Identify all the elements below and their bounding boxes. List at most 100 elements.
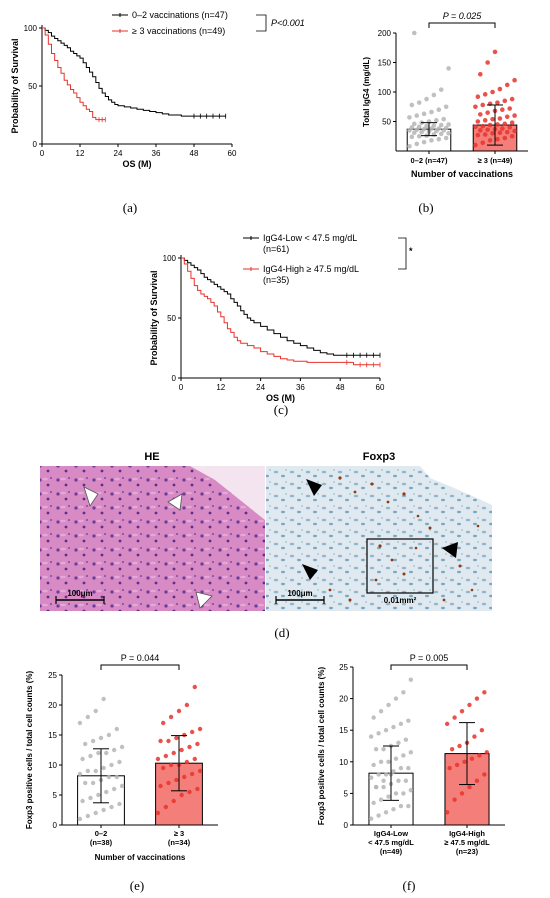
data-point xyxy=(98,735,104,741)
data-point xyxy=(444,721,450,727)
legend-label: IgG4-Low < 47.5 mg/dL xyxy=(263,233,357,243)
data-point xyxy=(509,133,515,139)
legend-label: (n=61) xyxy=(263,244,289,254)
data-point xyxy=(416,124,422,130)
data-point xyxy=(192,684,197,690)
data-point xyxy=(171,750,176,756)
data-point xyxy=(93,810,98,816)
data-point xyxy=(406,718,411,723)
panel-label-a: (a) xyxy=(123,200,137,215)
data-point xyxy=(368,816,374,821)
foxp3-bright-area xyxy=(420,466,492,505)
data-point xyxy=(475,132,481,138)
data-point xyxy=(459,709,465,714)
data-point xyxy=(376,813,381,818)
igg4-bar-chart-b: 50 100 150 200 0–2 (n=47) ≥ 3 (n=49) P = 0.025… xyxy=(362,11,528,179)
data-point xyxy=(83,741,88,747)
data-point xyxy=(409,134,415,140)
data-point xyxy=(158,783,163,789)
data-point xyxy=(490,116,495,122)
data-point xyxy=(512,128,517,134)
data-point xyxy=(114,726,119,732)
category-label: ≥ 3 (n=34) xyxy=(168,829,191,847)
data-point xyxy=(386,794,391,799)
foxp3-title: Foxp3 xyxy=(363,451,395,463)
data-point xyxy=(477,72,483,77)
y-tick-label: 25 xyxy=(48,671,57,680)
x-tick-label: 60 xyxy=(228,149,237,158)
significance-bracket xyxy=(428,22,496,28)
data-point xyxy=(396,740,401,746)
data-point xyxy=(482,772,487,777)
data-point xyxy=(408,677,414,682)
arrowhead-icon xyxy=(306,479,322,496)
data-point xyxy=(401,690,406,695)
data-point xyxy=(475,94,481,100)
data-point xyxy=(475,119,481,124)
survival-chart-a: 0 12 24 36 48 60 0 50 100 OS (M) Probability of Su… xyxy=(10,10,305,169)
data-point xyxy=(114,774,119,780)
data-point xyxy=(88,795,93,801)
data-point xyxy=(393,791,399,796)
data-point xyxy=(438,87,444,92)
data-point xyxy=(401,753,406,758)
data-point xyxy=(187,789,192,795)
data-point xyxy=(101,807,106,813)
data-point xyxy=(381,784,386,790)
data-point xyxy=(504,114,510,120)
data-point xyxy=(166,738,171,744)
data-point xyxy=(373,784,379,790)
data-point xyxy=(391,769,396,774)
data-point xyxy=(447,765,452,771)
panel-label-c: (c) xyxy=(274,402,288,417)
arrowhead-icon xyxy=(302,564,318,580)
data-point xyxy=(467,702,472,708)
category-label-line: 0–2 (n=47) xyxy=(411,156,448,165)
data-point xyxy=(406,765,411,771)
data-point xyxy=(409,102,415,108)
arrowhead-icon xyxy=(442,542,458,558)
x-axis-title: Number of vaccinations xyxy=(95,853,186,862)
category-label-line: IgG4-High xyxy=(449,829,485,838)
y-axis-title: Foxp3 positive cells / total cell counts… xyxy=(25,671,34,830)
y-tick-label: 20 xyxy=(339,695,348,704)
data-point xyxy=(490,89,495,95)
data-point xyxy=(401,791,406,796)
p-value-label: P = 0.044 xyxy=(121,653,160,663)
arrowhead-icon xyxy=(167,493,183,511)
survival-curve-series-0 xyxy=(42,27,226,117)
y-tick-label: 5 xyxy=(344,789,349,798)
panel-label-d: (d) xyxy=(274,625,289,640)
data-point xyxy=(161,765,166,771)
data-point xyxy=(368,775,374,780)
data-point xyxy=(424,96,429,102)
legend-label: 0–2 vaccinations (n=47) xyxy=(132,10,228,20)
data-point xyxy=(512,77,517,83)
y-tick-label: 100 xyxy=(378,88,392,97)
legend-label: ≥ 3 vaccinations (n=49) xyxy=(132,26,225,36)
category-label: 0–2 (n=47) xyxy=(411,156,448,165)
data-point xyxy=(482,118,488,123)
data-point xyxy=(171,798,176,804)
data-point xyxy=(117,801,122,807)
data-point xyxy=(187,744,192,750)
y-axis-title: Probability of Survival xyxy=(149,270,159,365)
data-point xyxy=(106,732,112,738)
data-point xyxy=(492,49,498,55)
data-point xyxy=(473,142,478,148)
data-point xyxy=(495,100,500,105)
significance-bracket xyxy=(256,14,267,32)
data-point xyxy=(161,720,166,726)
data-point xyxy=(490,131,495,136)
p-value-label: P = 0.005 xyxy=(410,653,449,663)
data-point xyxy=(485,127,490,133)
data-point xyxy=(431,123,437,128)
x-tick-label: 36 xyxy=(296,383,305,392)
data-point xyxy=(459,791,465,796)
data-point xyxy=(434,118,439,123)
data-point xyxy=(441,116,447,122)
data-point xyxy=(495,122,500,127)
data-point xyxy=(431,92,437,98)
histology-panel-d: HE Foxp3 0.01mm² 100μm 100μm xyxy=(40,451,492,611)
data-point xyxy=(482,132,488,137)
